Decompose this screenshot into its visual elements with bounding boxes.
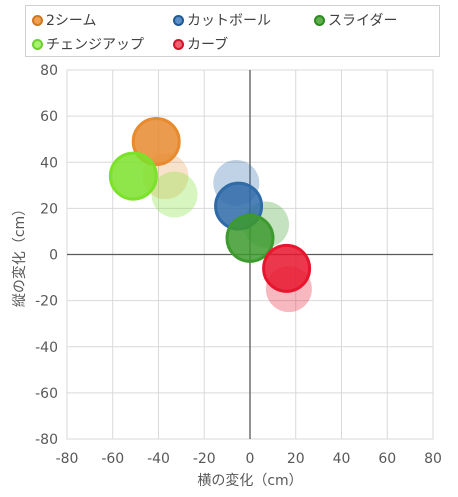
legend-swatch-changeup [32, 38, 43, 50]
data-point [131, 116, 181, 166]
x-tick-label: 60 [378, 451, 396, 467]
x-axis-title: 横の変化（cm） [197, 472, 302, 489]
x-tick-label: -20 [193, 451, 216, 467]
y-tick-label: 40 [40, 155, 58, 171]
y-tick-label: 80 [40, 63, 58, 79]
data-point [225, 213, 275, 263]
x-tick-label: 40 [333, 451, 351, 467]
legend-item-curve: カーブ [173, 34, 228, 54]
y-tick-label: -80 [35, 432, 58, 448]
legend-label-slider: スライダー [328, 13, 398, 29]
x-tick-label: -60 [101, 451, 124, 467]
legend-swatch-curve [173, 38, 184, 50]
legend-item-changeup: チェンジアップ [32, 34, 144, 54]
x-tick-label: 20 [287, 451, 305, 467]
legend-item-2seam: 2シーム [32, 10, 97, 30]
y-axis-title: 縦の変化（cm） [11, 202, 28, 307]
y-tick-label: 60 [40, 109, 58, 125]
y-tick-label: -20 [35, 294, 58, 310]
x-tick-label: 80 [424, 451, 442, 467]
legend-swatch-cutball [173, 14, 184, 26]
x-tick-label: -80 [56, 451, 79, 467]
legend: 2シーム カットボール スライダー チェンジアップ カーブ [25, 5, 440, 57]
legend-label-2seam: 2シーム [46, 13, 97, 29]
legend-swatch-slider [314, 14, 325, 26]
legend-label-curve: カーブ [187, 37, 229, 53]
data-point [151, 171, 198, 218]
legend-item-slider: スライダー [314, 10, 397, 30]
legend-label-cutball: カットボール [187, 13, 271, 29]
data-point [262, 243, 312, 293]
data-point [108, 151, 158, 201]
y-tick-label: 20 [40, 201, 58, 217]
y-tick-label: 0 [49, 248, 58, 264]
legend-swatch-2seam [32, 14, 43, 26]
y-tick-label: -60 [35, 386, 58, 402]
x-tick-label: -40 [147, 451, 170, 467]
x-tick-label: 0 [246, 451, 255, 467]
y-tick-label: -40 [35, 340, 58, 356]
legend-item-cutball: カットボール [173, 10, 271, 30]
legend-label-changeup: チェンジアップ [46, 37, 144, 53]
